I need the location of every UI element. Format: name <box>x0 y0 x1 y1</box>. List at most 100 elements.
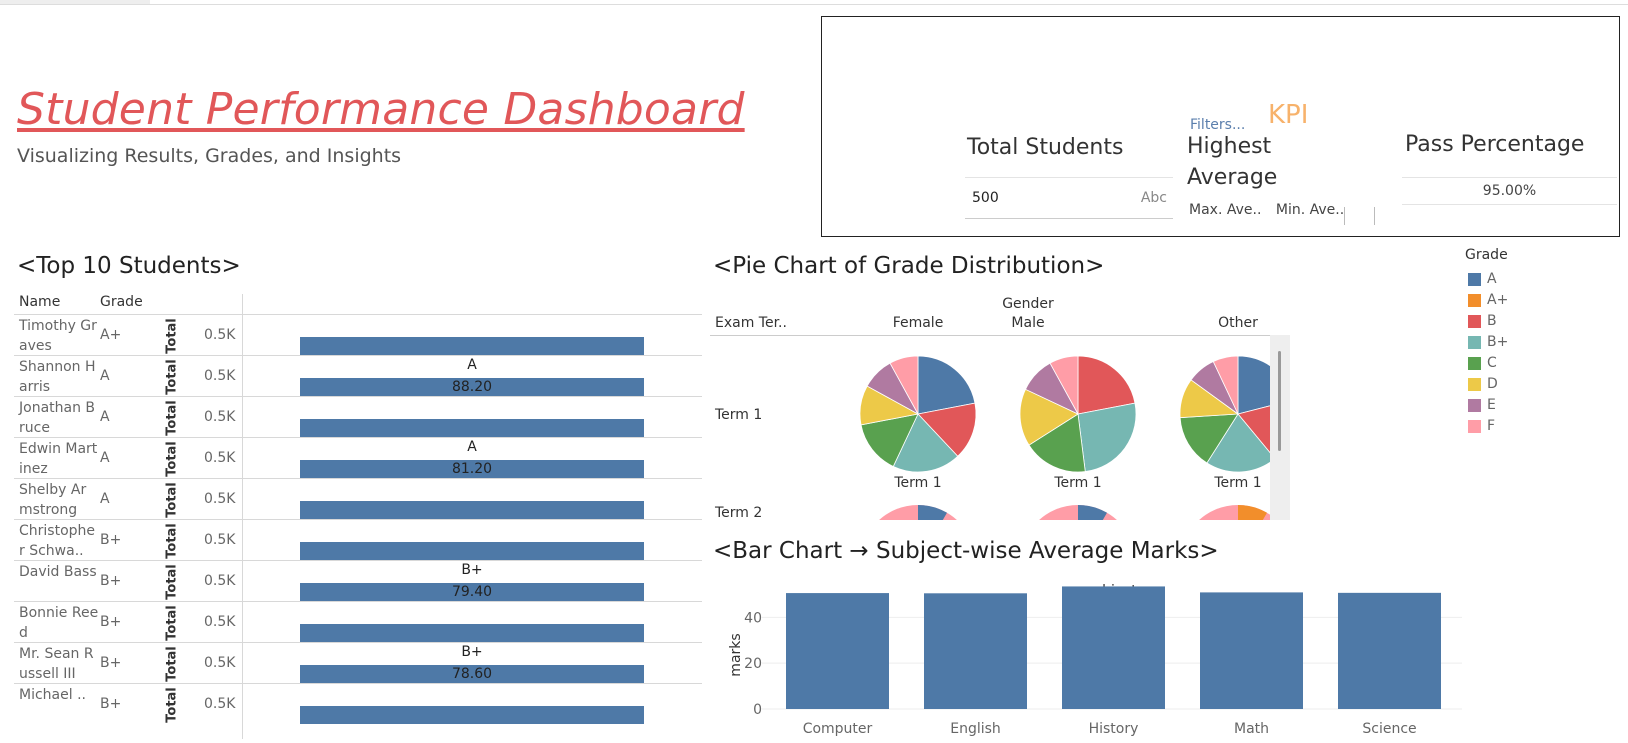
pie-slice-B[interactable] <box>917 402 977 457</box>
y-tick-label: 40 <box>744 610 762 626</box>
bar-science[interactable] <box>1338 592 1441 709</box>
pass-percentage-label: Pass Percentage <box>1405 132 1585 157</box>
legend-item[interactable]: B+ <box>1465 332 1605 353</box>
student-name: Mr. Sean Russell III <box>19 646 94 682</box>
bar-computer[interactable] <box>786 593 889 709</box>
pass-percentage-row: 95.00% <box>1402 177 1617 205</box>
pie-slice-B[interactable] <box>1237 400 1270 459</box>
legend-swatch <box>1468 399 1481 412</box>
pie-slice-B+[interactable] <box>1077 402 1137 472</box>
student-name: Jonathan Bruce <box>19 400 96 436</box>
total-bar[interactable] <box>300 665 644 683</box>
student-grade: A <box>100 368 110 384</box>
table-row[interactable]: Shannon Harris A Total 0.5K A 88.20 <box>14 355 702 397</box>
gender-header: Gender Male <box>993 295 1063 333</box>
pie-caption: Term 1 <box>894 475 942 491</box>
axis-tick-label: 0.5K <box>204 409 236 425</box>
legend-item[interactable]: D <box>1465 374 1605 395</box>
student-name: Bonnie Reed <box>19 605 99 641</box>
total-bar[interactable] <box>300 583 644 601</box>
total-bar[interactable] <box>300 501 644 519</box>
x-tick-label: Math <box>1234 721 1269 737</box>
pie-slice-D[interactable] <box>1019 388 1079 446</box>
legend-item[interactable]: E <box>1465 395 1605 416</box>
student-grade: B+ <box>100 532 122 548</box>
total-students-row: 500 Abc <box>965 177 1173 219</box>
column-header-female: Female <box>892 315 944 331</box>
axis-tick-label: 0.5K <box>204 696 236 712</box>
pie-slice-A[interactable] <box>918 505 947 520</box>
pie-slice-F[interactable] <box>1212 355 1239 415</box>
legend-swatch <box>1468 294 1481 307</box>
table-row[interactable]: Shelby Armstrong A Total 0.5K <box>14 478 702 520</box>
total-bar[interactable] <box>300 337 644 355</box>
total-bar[interactable] <box>300 706 644 724</box>
axis-tick-label: 0.5K <box>204 532 236 548</box>
exam-term-header[interactable]: Exam Ter.. <box>715 315 787 331</box>
student-grade: A <box>100 409 110 425</box>
table-row[interactable]: Christopher Schwa.. B+ Total 0.5K <box>14 519 702 561</box>
column-header-male: Male <box>1011 315 1045 331</box>
pie-scrollbar[interactable] <box>1270 335 1290 520</box>
student-grade: B+ <box>100 573 122 589</box>
table-row[interactable]: Mr. Sean Russell III B+ Total 0.5K B+ 78.60 <box>14 642 702 684</box>
table-row[interactable]: Michael .. B+ Total 0.5K <box>14 683 702 725</box>
pie-slice-B[interactable] <box>1077 355 1136 415</box>
filters-link[interactable]: Filters... <box>1190 117 1246 133</box>
legend-label: C <box>1487 355 1497 371</box>
total-bar[interactable] <box>300 378 644 396</box>
legend-item[interactable]: A <box>1465 269 1605 290</box>
pie-slice-B+[interactable] <box>1206 413 1270 473</box>
student-grade: A+ <box>100 327 122 343</box>
legend-item[interactable]: B <box>1465 311 1605 332</box>
tab-stub[interactable] <box>0 0 150 4</box>
pie-slice-C[interactable] <box>1179 413 1239 464</box>
bar-value-label: 81.20 <box>451 461 493 477</box>
pie-slice-A[interactable] <box>917 355 976 415</box>
legend-item[interactable]: C <box>1465 353 1605 374</box>
student-grade: A <box>100 450 110 466</box>
total-bar[interactable] <box>300 460 644 478</box>
legend-item[interactable]: F <box>1465 416 1605 437</box>
axis-tick-label: 0.5K <box>204 450 236 466</box>
bar-history[interactable] <box>1062 586 1165 709</box>
pie-slice-C[interactable] <box>860 413 919 468</box>
legend-swatch <box>1468 315 1481 328</box>
table-row[interactable]: Jonathan Bruce A Total 0.5K <box>14 396 702 438</box>
table-row[interactable]: Timothy Graves A+ Total 0.5K <box>14 314 702 356</box>
pie-other-term2 <box>1199 505 1270 520</box>
table-row[interactable]: Edwin Martinez A Total 0.5K A 81.20 <box>14 437 702 479</box>
pie-slice-A[interactable] <box>1238 505 1267 520</box>
measure-label: Total <box>164 400 180 436</box>
total-bar[interactable] <box>300 624 644 642</box>
x-tick-label: Science <box>1362 721 1416 737</box>
bar-math[interactable] <box>1200 592 1303 709</box>
student-name: Christopher Schwa.. <box>19 523 96 559</box>
highest-average-line2: Average <box>1187 165 1278 190</box>
dashboard-title: Student Performance Dashboard <box>17 84 745 135</box>
kpi-divider <box>1374 207 1375 225</box>
pie-slice-C[interactable] <box>1028 413 1086 473</box>
pie-slice-B+[interactable] <box>892 413 959 473</box>
scrollbar-thumb[interactable] <box>1278 351 1281 451</box>
table-row[interactable]: Bonnie Reed B+ Total 0.5K <box>14 601 702 643</box>
student-name: Michael .. <box>19 687 86 703</box>
pie-male-term1 <box>1019 355 1137 473</box>
bar-value-label: 88.20 <box>451 379 493 395</box>
pie-slice-A[interactable] <box>1237 355 1270 415</box>
legend-item[interactable]: A+ <box>1465 290 1605 311</box>
pie-slice-A[interactable] <box>1078 505 1107 520</box>
total-bar[interactable] <box>300 419 644 437</box>
max-average-label: Max. Ave.. <box>1189 202 1262 218</box>
column-header-grade[interactable]: Grade <box>100 294 143 310</box>
measure-label: Total <box>164 359 180 395</box>
total-students-label: Total Students <box>967 135 1124 160</box>
student-name: Shelby Armstrong <box>19 482 87 518</box>
pie-slice-F[interactable] <box>889 355 919 415</box>
highest-average-line1: Highest <box>1187 134 1272 159</box>
column-header-name[interactable]: Name <box>19 294 61 310</box>
table-row[interactable]: David Bass B+ Total 0.5K B+ 79.40 <box>14 560 702 602</box>
total-bar[interactable] <box>300 542 644 560</box>
bar-english[interactable] <box>924 593 1027 709</box>
pie-slice-F[interactable] <box>1049 355 1079 415</box>
